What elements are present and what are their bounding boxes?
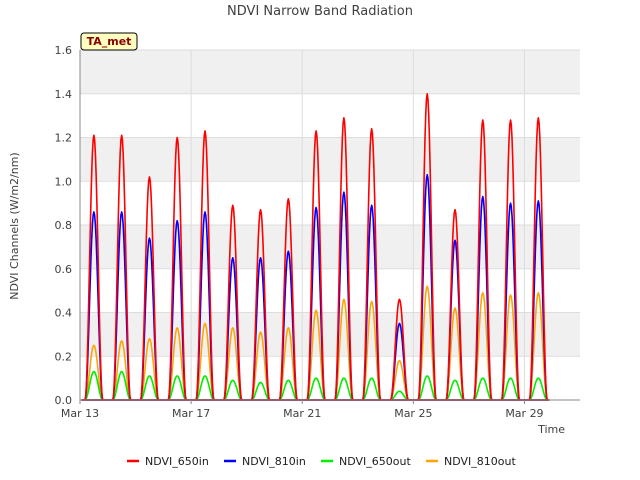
y-tick-label: 0.6 — [55, 263, 73, 276]
legend-item: NDVI_650out — [321, 455, 411, 468]
legend-item: NDVI_650in — [127, 455, 209, 468]
x-tick-label: Mar 25 — [394, 407, 432, 420]
y-tick-label: 1.0 — [55, 175, 73, 188]
y-tick-label: 0.8 — [55, 219, 73, 232]
x-tick-label: Mar 21 — [283, 407, 321, 420]
legend: NDVI_650in NDVI_810in NDVI_650out NDVI_810o… — [127, 455, 516, 468]
plot-band — [80, 50, 580, 94]
series-line-ndvi-810in — [81, 173, 550, 401]
plot-band — [80, 225, 580, 269]
legend-item: NDVI_810out — [426, 455, 516, 468]
series-line-ndvi-650out — [81, 370, 550, 401]
ta-met-badge: TA_met — [80, 32, 138, 51]
legend-label: NDVI_810in — [242, 455, 306, 468]
legend-label: NDVI_810out — [444, 455, 516, 468]
series-line-ndvi-650in — [81, 92, 550, 401]
y-tick-label: 1.4 — [55, 88, 73, 101]
x-tick-label: Mar 17 — [172, 407, 210, 420]
plot-band — [80, 312, 580, 357]
y-tick-label: 0.2 — [55, 350, 73, 363]
badge-label: TA_met — [87, 35, 132, 48]
chart-title: NDVI Narrow Band Radiation — [227, 4, 413, 19]
legend-item: NDVI_810in — [224, 455, 306, 468]
y-axis-label: NDVI Channels (W/m2/nm) — [8, 152, 21, 299]
series-layer — [81, 92, 550, 401]
x-tick-label: Mar 13 — [61, 407, 99, 420]
plot-band — [80, 137, 580, 182]
x-axis-label: Time — [537, 423, 565, 436]
legend-label: NDVI_650in — [145, 455, 209, 468]
legend-label: NDVI_650out — [339, 455, 411, 468]
y-tick-label: 0.4 — [55, 307, 73, 320]
y-tick-label: 1.6 — [55, 44, 73, 57]
series-line-ndvi-810out — [81, 285, 550, 401]
x-tick-label: Mar 29 — [505, 407, 543, 420]
y-tick-label: 0.0 — [55, 394, 73, 407]
axes: 0.0 0.2 0.4 0.6 0.8 1.0 1.2 1.4 1.6 Mar 13 Mar 17 M… — [55, 44, 580, 420]
badge-box — [80, 32, 138, 51]
y-tick-label: 1.2 — [55, 132, 73, 145]
